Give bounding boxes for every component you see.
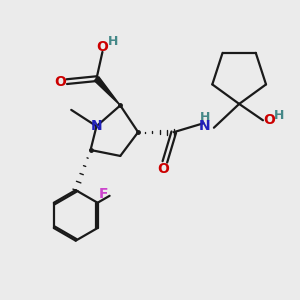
- Text: H: H: [108, 35, 118, 48]
- Text: O: O: [263, 113, 275, 127]
- Text: O: O: [97, 40, 108, 54]
- Text: N: N: [199, 119, 211, 133]
- Text: N: N: [91, 119, 102, 133]
- Text: H: H: [274, 109, 284, 122]
- Text: F: F: [98, 187, 108, 201]
- Text: H: H: [200, 111, 210, 124]
- Text: O: O: [158, 162, 169, 176]
- Polygon shape: [94, 77, 120, 105]
- Text: O: O: [54, 75, 66, 88]
